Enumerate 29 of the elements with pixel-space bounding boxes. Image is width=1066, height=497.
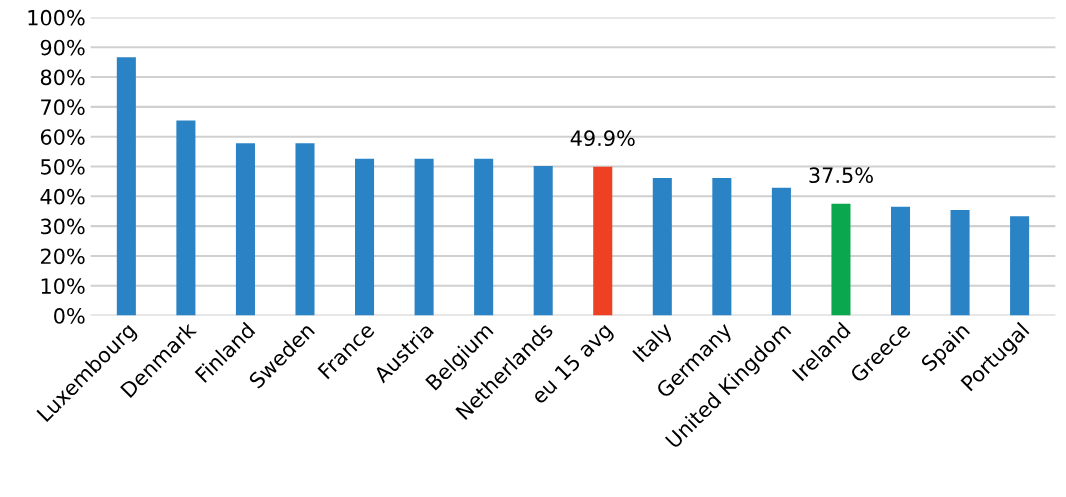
y-tick-label: 70% — [41, 99, 85, 116]
bar — [593, 166, 613, 316]
bar — [771, 187, 791, 316]
y-tick-label: 50% — [41, 158, 85, 175]
bar — [712, 178, 732, 316]
y-tick-label: 40% — [40, 188, 85, 205]
bar — [355, 158, 375, 316]
bar — [950, 210, 970, 316]
bar — [890, 206, 911, 316]
y-tick-label: 10% — [41, 278, 85, 294]
bar — [235, 143, 255, 316]
y-tick-label: 90% — [40, 39, 85, 56]
bar — [533, 165, 553, 316]
bar — [116, 57, 136, 316]
y-tick-label: 100% — [28, 9, 85, 26]
y-tick-label: 0% — [54, 308, 85, 324]
y-tick-label: 30% — [41, 218, 85, 235]
bar — [831, 203, 851, 316]
bar — [295, 143, 315, 316]
bar — [474, 158, 494, 316]
data-label: 37.5% — [809, 167, 873, 184]
bar — [414, 158, 434, 316]
data-label: 49.9% — [570, 130, 635, 147]
y-tick-label: 20% — [40, 248, 85, 265]
bar — [652, 178, 672, 316]
y-tick-label: 60% — [40, 129, 85, 145]
y-tick-label: 80% — [40, 69, 85, 86]
bar — [1010, 216, 1030, 316]
bar — [176, 120, 196, 316]
